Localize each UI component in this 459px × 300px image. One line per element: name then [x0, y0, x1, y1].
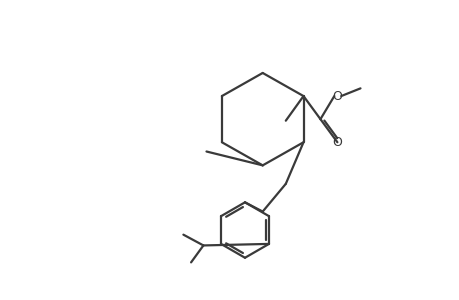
- Text: O: O: [332, 136, 341, 149]
- Text: O: O: [332, 90, 341, 103]
